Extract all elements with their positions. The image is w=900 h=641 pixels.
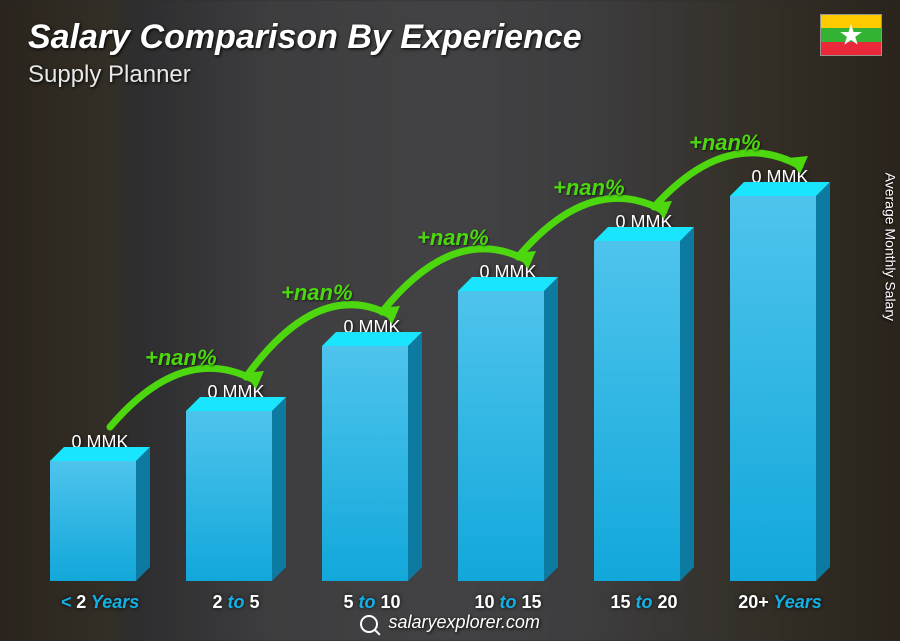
flag-star-icon: ★ — [838, 19, 863, 52]
y-axis-label: Average Monthly Salary — [882, 172, 898, 320]
percent-change-label: +nan% — [281, 280, 353, 306]
x-axis-label: 5 to 10 — [302, 592, 442, 613]
x-axis-label: < 2 Years — [30, 592, 170, 613]
x-axis-label: 20+ Years — [710, 592, 850, 613]
page-subtitle: Supply Planner — [28, 61, 872, 89]
percent-change-label: +nan% — [553, 175, 625, 201]
x-axis-label: 10 to 15 — [438, 592, 578, 613]
country-flag-myanmar: ★ — [820, 14, 882, 56]
page-title: Salary Comparison By Experience — [28, 18, 872, 57]
bar-chart: 0 MMK< 2 Years0 MMK2 to 50 MMK5 to 100 M… — [40, 110, 840, 581]
percent-change-label: +nan% — [689, 130, 761, 156]
footer: salaryexplorer.com — [0, 612, 900, 633]
percent-change-label: +nan% — [145, 345, 217, 371]
header: Salary Comparison By Experience Supply P… — [28, 18, 872, 89]
percent-change-label: +nan% — [417, 225, 489, 251]
footer-site: salaryexplorer.com — [389, 612, 540, 632]
search-icon — [360, 615, 378, 633]
x-axis-label: 15 to 20 — [574, 592, 714, 613]
x-axis-label: 2 to 5 — [166, 592, 306, 613]
